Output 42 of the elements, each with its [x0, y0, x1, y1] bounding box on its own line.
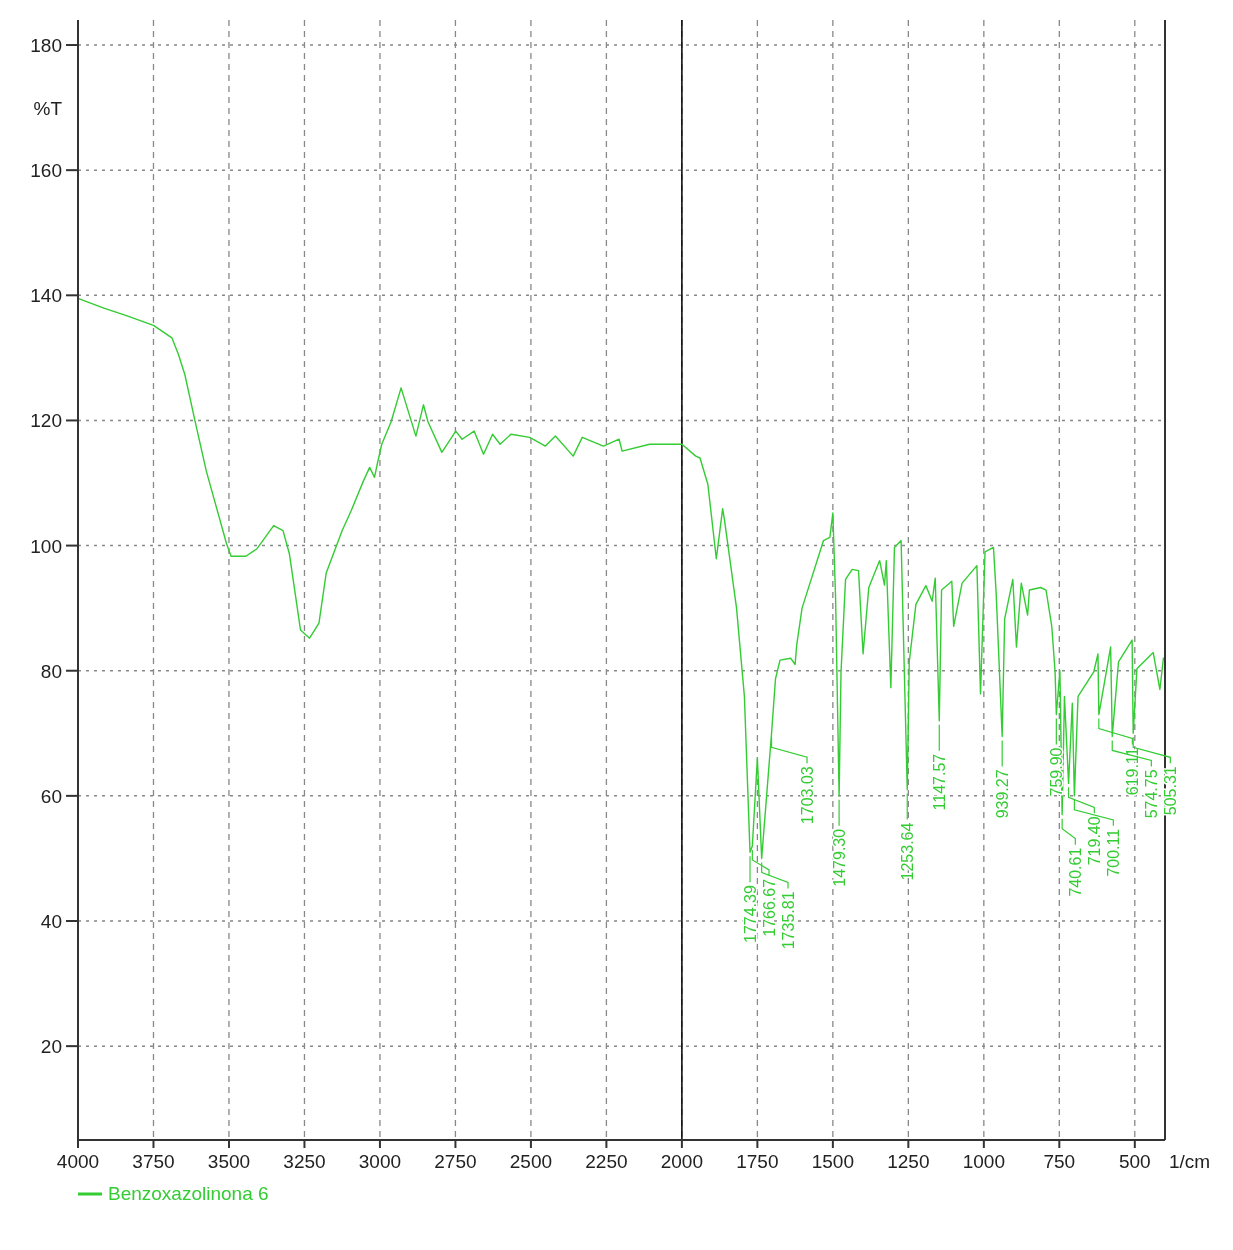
annotation: 505.31	[1162, 766, 1180, 816]
annotation: 1703.03	[799, 766, 817, 825]
annotation: 939.27	[994, 769, 1012, 819]
x-tick-label: 750	[1043, 1151, 1076, 1172]
x-axis-title: 1/cm	[1169, 1151, 1211, 1172]
y-tick-label: 120	[30, 410, 62, 432]
y-tick-label: 100	[30, 535, 62, 557]
x-tick-label: 2500	[509, 1151, 553, 1172]
annotation: 619.11	[1124, 747, 1142, 796]
x-tick-label: 1750	[736, 1151, 779, 1172]
annotation: 1253.64	[899, 822, 917, 881]
x-tick-label: 3500	[207, 1151, 251, 1172]
y-tick-label: 20	[40, 1036, 62, 1058]
x-tick-label: 2000	[660, 1151, 704, 1172]
y-tick-label: 60	[40, 785, 62, 807]
annotation: 1479.30	[831, 828, 849, 887]
x-tick-label: 4000	[56, 1151, 100, 1172]
annotation: 700.11	[1105, 828, 1123, 877]
y-tick-label: 40	[40, 911, 62, 933]
x-tick-label: 1250	[887, 1151, 930, 1172]
x-tick-label: 500	[1118, 1151, 1151, 1172]
annotation: 740.61	[1067, 847, 1085, 897]
legend-label: Benzoxazolinona 6	[108, 1183, 269, 1204]
y-tick-label: 80	[40, 660, 62, 682]
y-tick-label: 140	[30, 285, 62, 307]
y-tick-label: 160	[30, 160, 62, 182]
annotation: 759.90	[1048, 747, 1066, 797]
x-tick-label: 2250	[585, 1151, 628, 1172]
annotation: 1735.81	[780, 891, 798, 950]
y-axis-title: %T	[33, 97, 63, 119]
x-tick-label: 1000	[962, 1151, 1005, 1172]
x-tick-label: 2750	[434, 1151, 477, 1172]
annotation: 574.75	[1143, 769, 1161, 819]
annotation: 1766.67	[761, 878, 779, 937]
x-tick-label: 3750	[132, 1151, 175, 1172]
annotation: 1774.39	[742, 885, 760, 944]
annotation: 1147.57	[931, 753, 949, 811]
x-tick-label: 1500	[811, 1151, 854, 1172]
x-tick-label: 3250	[283, 1151, 326, 1172]
annotation: 719.40	[1086, 816, 1104, 866]
x-tick-label: 3000	[358, 1151, 402, 1172]
y-tick-label: 180	[30, 35, 62, 57]
